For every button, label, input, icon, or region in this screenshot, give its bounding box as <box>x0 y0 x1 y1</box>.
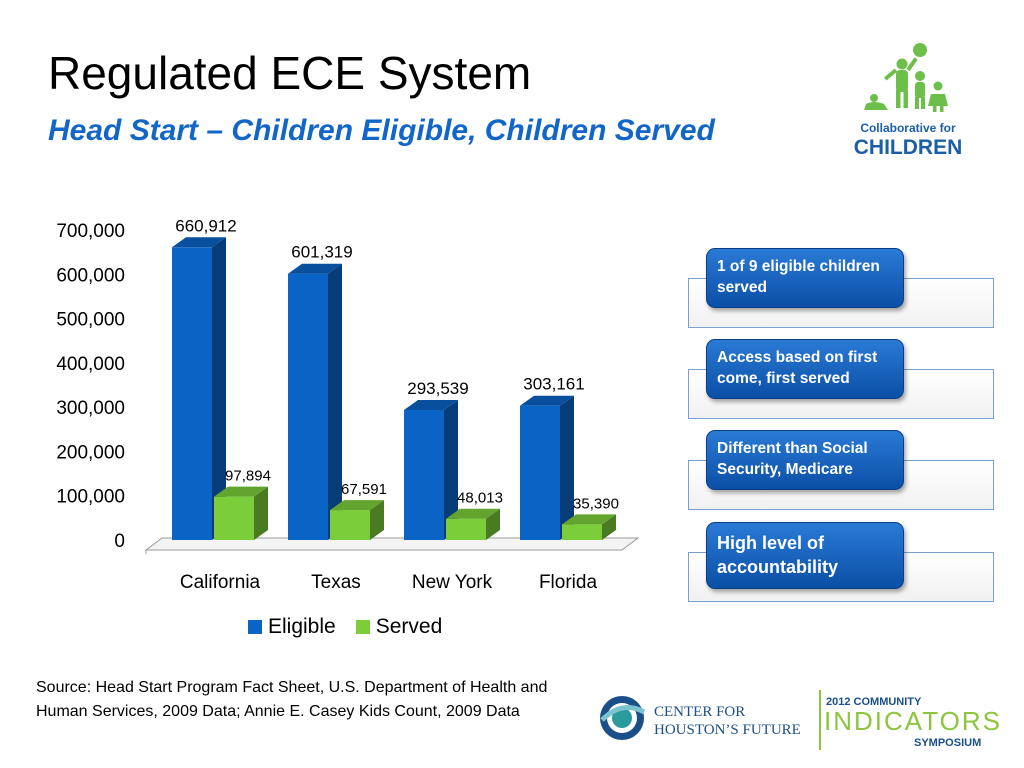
legend-item-eligible: Eligible <box>248 615 336 639</box>
x-category-label: Texas <box>311 572 361 593</box>
bar-served-front <box>330 510 370 540</box>
y-tick-label: 200,000 <box>56 442 125 463</box>
symposium-logo-line1: 2012 COMMUNITY <box>826 696 922 708</box>
bar-eligible-top <box>172 237 226 248</box>
y-tick-label: 0 <box>114 531 125 552</box>
y-tick-label: 300,000 <box>56 398 125 419</box>
legend-label-eligible: Eligible <box>268 615 336 638</box>
head-start-bar-chart: 0 100,000 200,000 300,000 400,000 500,000 600,… <box>56 216 640 593</box>
callout-text: High level of accountability <box>706 522 904 589</box>
callout-text: Different than Social Security, Medicare <box>706 430 904 490</box>
bar-served-side <box>486 508 500 540</box>
symposium-logo-line2: INDICATORS <box>824 706 1000 736</box>
legend-label-served: Served <box>375 615 443 638</box>
cfc-logo-line1: Collaborative for <box>860 121 956 135</box>
center-for-houstons-future-logo: CENTER FOR HOUSTON’S FUTURE <box>600 696 801 740</box>
legend-swatch-served <box>355 620 370 634</box>
y-tick-label: 100,000 <box>56 487 125 508</box>
houston-logo-line1: CENTER FOR <box>654 704 745 720</box>
callout-text: 1 of 9 eligible children served <box>706 248 904 308</box>
bar-eligible-side <box>212 237 226 540</box>
bar-served-front <box>562 524 602 540</box>
legend-swatch-eligible <box>248 620 262 634</box>
bar-served-top <box>330 500 384 511</box>
bar-eligible-top <box>288 263 342 274</box>
y-tick-label: 600,000 <box>56 265 125 286</box>
bar-served-front <box>446 518 486 540</box>
x-category-label: Florida <box>539 572 598 593</box>
bar-eligible-front <box>288 273 328 540</box>
callout-text: Access based on first come, first served <box>706 339 904 399</box>
data-label-served: 48,013 <box>457 490 503 507</box>
chart-floor <box>144 537 640 551</box>
chart-legend: Eligible Served <box>248 615 442 639</box>
source-note: Source: Head Start Program Fact Sheet, U… <box>36 679 548 720</box>
bar-served-top <box>446 508 500 519</box>
bar-served-top <box>562 514 616 525</box>
bar-eligible-front <box>520 405 560 540</box>
data-label-served: 35,390 <box>573 495 619 512</box>
bar-eligible-side <box>444 400 458 540</box>
data-label-eligible: 660,912 <box>175 216 236 235</box>
community-indicators-symposium-logo: 2012 COMMUNITY INDICATORS SYMPOSIUM <box>819 690 1000 750</box>
bar-served-front <box>214 496 254 540</box>
bar-served-side <box>602 514 616 540</box>
legend-item-served: Served <box>355 615 443 639</box>
bar-eligible-side <box>560 395 574 540</box>
slide-title: Regulated ECE System <box>48 47 532 99</box>
bar-served-top <box>214 486 268 497</box>
bar-eligible-top <box>404 400 458 411</box>
bar-served-side <box>254 486 268 540</box>
y-tick-label: 700,000 <box>56 221 125 242</box>
data-label-eligible: 293,539 <box>407 379 468 398</box>
bar-eligible-top <box>520 395 574 406</box>
bar-served-side <box>370 500 384 540</box>
bar-eligible-front <box>404 410 444 540</box>
houston-logo-line2: HOUSTON’S FUTURE <box>654 722 801 738</box>
x-category-label: New York <box>412 572 493 593</box>
symposium-logo-line3: SYMPOSIUM <box>914 737 981 749</box>
data-label-served: 97,894 <box>225 468 271 485</box>
y-tick-label: 400,000 <box>56 354 125 375</box>
bar-eligible-front <box>172 247 212 540</box>
slide-subtitle: Head Start – Children Eligible, Children… <box>48 114 715 147</box>
data-label-eligible: 601,319 <box>291 243 352 262</box>
x-category-label: California <box>180 572 261 593</box>
data-label-eligible: 303,161 <box>523 375 584 394</box>
collaborative-for-children-logo: Collaborative for CHILDREN <box>854 43 963 159</box>
bar-eligible-side <box>328 263 342 540</box>
data-label-served: 67,591 <box>341 481 387 498</box>
y-tick-label: 500,000 <box>56 310 125 331</box>
cfc-logo-line2: CHILDREN <box>854 136 963 159</box>
